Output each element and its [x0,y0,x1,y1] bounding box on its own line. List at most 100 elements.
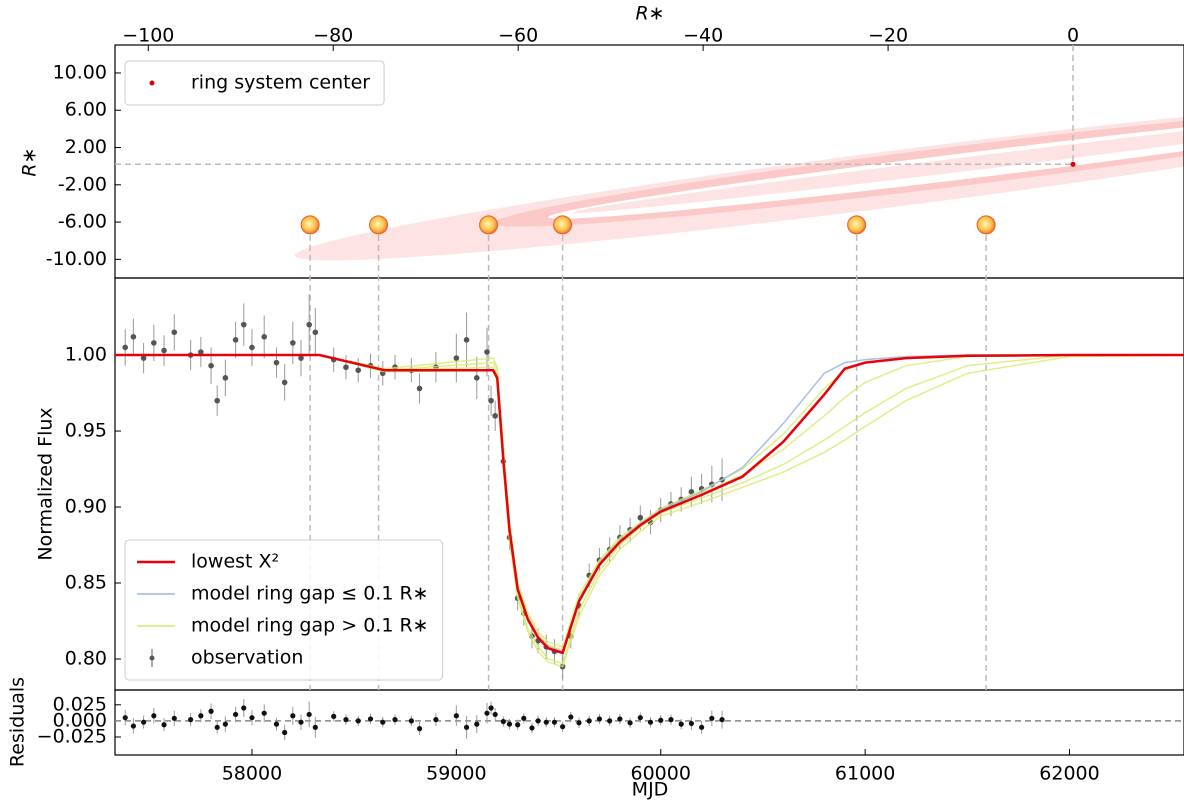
top-x-tick-label: −80 [313,25,353,47]
residual [668,717,674,723]
flux-y-label: Normalized Flux [35,407,57,560]
residual [551,719,558,725]
residual [596,716,603,722]
residual [282,729,288,736]
observation [198,349,204,355]
observation [130,334,137,340]
x-tick-label: 60000 [631,763,691,785]
observation [453,355,460,361]
observation [222,375,229,381]
y-tick-label: -6.00 [58,211,107,233]
residual [515,722,521,728]
residual [617,716,623,722]
residual [678,721,684,727]
residual [312,724,318,730]
observation [249,344,255,351]
residual [637,715,643,721]
y-tick-label: 0.95 [65,420,107,442]
observation [416,385,423,392]
y-tick-label: 0.90 [65,496,107,518]
observation [343,364,349,371]
residual [500,718,506,725]
observation [688,489,695,495]
ring-inner-edge [573,107,1184,213]
residual [171,715,177,721]
legend-label: model ring gap ≤ 0.1 R∗ [191,583,429,605]
residual [433,717,439,723]
y-tick-label: -10.00 [46,248,107,270]
top-x-label: R∗ [635,3,664,25]
legend-box [124,60,385,106]
residual [488,705,494,711]
residual [141,719,147,725]
star [847,215,867,235]
observation [214,397,220,404]
residual [709,715,715,721]
residual [586,718,592,724]
observation [290,340,296,346]
y-tick-label: 0.025 [53,693,107,715]
top-x-tick-label: −40 [683,25,723,47]
x-tick-label: 61000 [835,763,895,785]
star [479,215,499,235]
observation [171,329,178,336]
residual-y-label: Residuals [7,677,29,767]
observation [355,367,362,374]
observation [161,347,167,354]
top-x-tick-label: −20 [868,25,908,47]
residual [688,720,695,727]
observation [122,344,129,351]
observation [492,413,498,419]
residual [161,722,167,728]
residual [273,721,280,727]
observation [273,359,280,366]
observation [151,340,157,346]
observation [484,349,490,355]
observation [463,337,470,343]
y-tick-label: −0.025 [37,725,107,747]
observation [240,321,247,328]
residual [607,718,613,724]
x-label: MJD [632,779,669,801]
residual [543,719,549,725]
observation [298,355,304,361]
residual [521,715,527,721]
top-x-tick-label: 0 [1067,25,1079,47]
residual [208,708,214,714]
legend-marker [149,655,155,661]
residual [408,718,414,724]
residual [560,724,566,730]
model-curve [115,353,1184,655]
residual [298,719,304,725]
y-tick-label: 6.00 [65,99,107,121]
observation [306,321,312,328]
residual [261,710,267,716]
legend-label: model ring gap > 0.1 R∗ [191,615,429,637]
residual [416,726,423,732]
observation [637,514,644,521]
residual [658,717,664,723]
y-tick-label: 0.85 [65,572,107,594]
star [553,215,573,235]
residual [484,710,490,716]
legend-label: ring system center [191,72,370,94]
residual [453,713,459,719]
residual [568,714,574,720]
residual [331,713,337,719]
residual [719,717,725,723]
residual [355,718,361,724]
y-tick-label: 1.00 [65,344,107,366]
residual [151,713,157,719]
residual [627,720,633,726]
observation [232,337,239,343]
inner-ring [493,105,1184,227]
y-tick-label: 10.00 [53,61,107,83]
residual [343,717,349,723]
star [369,215,389,235]
residual [198,713,204,719]
y-tick-label: 0.80 [65,647,107,669]
legend-box [124,539,444,681]
top-x-tick-label: −100 [122,25,174,47]
observation [140,355,147,361]
